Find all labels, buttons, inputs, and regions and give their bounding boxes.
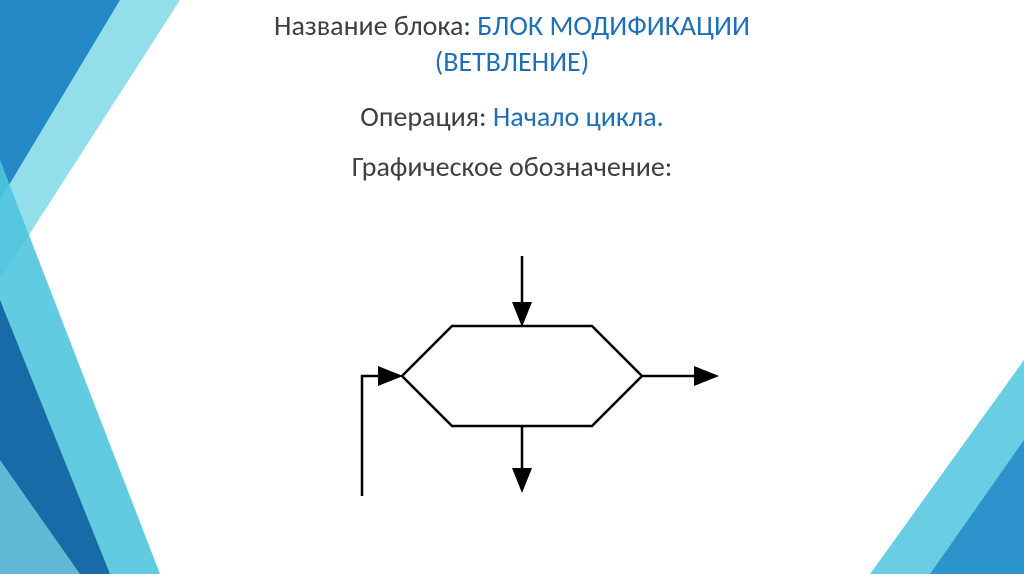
graphic-label: Графическое обозначение: (0, 149, 1024, 185)
operation-row: Операция: Начало цикла. (0, 99, 1024, 135)
block-name-row: Название блока: БЛОК МОДИФИКАЦИИ (0, 8, 1024, 44)
hexagon-shape (402, 326, 642, 426)
diagram-container (0, 216, 1024, 516)
block-name-value-line1: БЛОК МОДИФИКАЦИИ (477, 8, 750, 43)
operation-value: Начало цикла. (493, 99, 664, 134)
block-name-row-2: (ВЕТВЛЕНИЕ) (0, 44, 1024, 80)
operation-label: Операция: (360, 99, 486, 134)
block-name-value-line2: (ВЕТВЛЕНИЕ) (435, 44, 589, 79)
block-name-label: Название блока: (274, 8, 471, 43)
slide-content: Название блока: БЛОК МОДИФИКАЦИИ (ВЕТВЛЕ… (0, 0, 1024, 516)
modification-block-diagram (282, 216, 742, 516)
arrow-left-in (362, 376, 398, 496)
